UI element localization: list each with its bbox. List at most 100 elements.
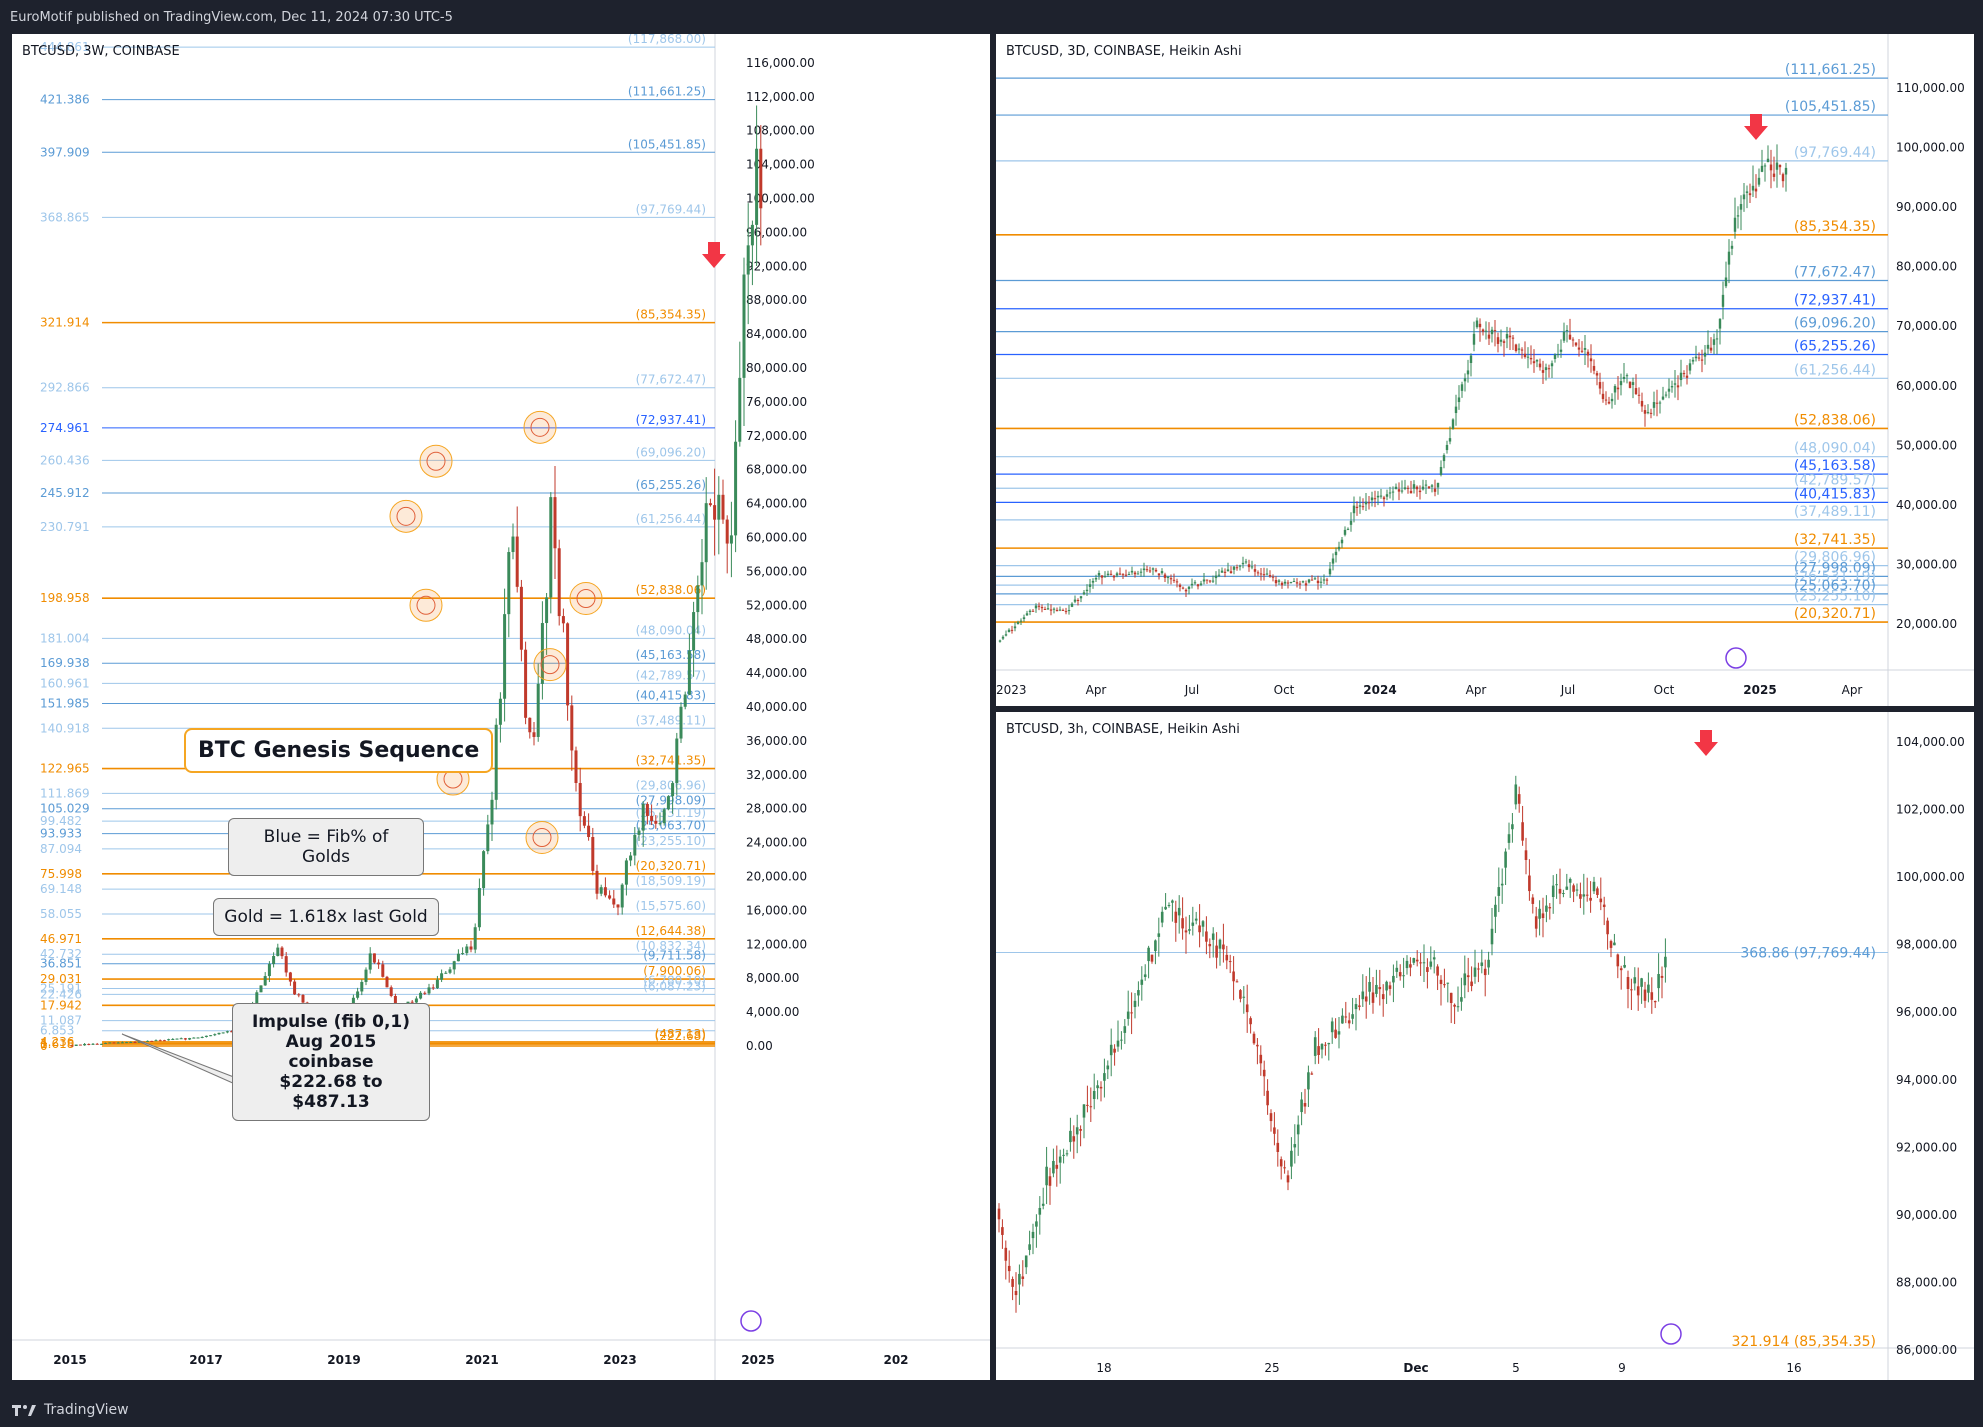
candle-body bbox=[1120, 1039, 1123, 1041]
candle-body bbox=[217, 1032, 221, 1035]
chart-panel-3w[interactable]: 444.861 (117,868.00) 421.386 (111,661.25) 39… bbox=[12, 34, 990, 1380]
candle-body bbox=[1580, 350, 1584, 352]
candle-body bbox=[1429, 961, 1433, 967]
candle-body bbox=[1766, 158, 1770, 163]
candle-body bbox=[1481, 329, 1485, 332]
candle-body bbox=[1238, 565, 1242, 567]
candle-body bbox=[1619, 968, 1623, 971]
footer-bar: TradingView bbox=[0, 1392, 1983, 1427]
candle-body bbox=[1334, 551, 1338, 556]
time-tick-label: 25 bbox=[1264, 1361, 1279, 1375]
candle-body bbox=[1514, 344, 1518, 352]
candle-body bbox=[645, 804, 649, 816]
candle-body bbox=[1609, 941, 1613, 948]
fib-level-price: (6,780.10) bbox=[643, 974, 706, 988]
candle-body bbox=[1136, 573, 1140, 575]
candle-body bbox=[587, 825, 591, 838]
candle-body bbox=[1082, 592, 1086, 595]
candle-body bbox=[99, 1043, 103, 1045]
pivot-highlight bbox=[389, 499, 423, 533]
candle-body bbox=[1703, 352, 1707, 357]
candle-body bbox=[1633, 977, 1637, 984]
candle-body bbox=[570, 705, 574, 751]
candle-body bbox=[440, 973, 444, 980]
candle-body bbox=[1249, 1018, 1252, 1025]
candle-body bbox=[507, 552, 511, 615]
candle-body bbox=[1490, 928, 1494, 945]
candle-body bbox=[1325, 579, 1329, 581]
candle-body bbox=[1628, 381, 1632, 388]
fib-level-price: (23,255.10) bbox=[1794, 589, 1876, 605]
fib-level-ratio: 368.865 bbox=[40, 210, 90, 224]
candle-body bbox=[1454, 406, 1458, 414]
fib-level-ratio: 421.386 bbox=[40, 93, 90, 107]
candle-body bbox=[1274, 580, 1278, 584]
time-tick-label: 202 bbox=[883, 1353, 908, 1367]
chart-3h-canvas[interactable]: 368.86 (97,769.44) 321.914 (85,354.35) 104… bbox=[996, 712, 1974, 1380]
candle-body bbox=[1062, 1154, 1065, 1156]
candle-body bbox=[137, 1041, 141, 1043]
fib-level-ratio: 4.236 bbox=[40, 1035, 74, 1049]
candle-body bbox=[1385, 981, 1388, 991]
candle-body bbox=[1685, 375, 1689, 378]
candle-body bbox=[1604, 399, 1608, 401]
candle-body bbox=[1745, 191, 1749, 193]
candle-body bbox=[1001, 1227, 1004, 1235]
candle-body bbox=[519, 586, 523, 650]
candle-body bbox=[112, 1042, 116, 1044]
chart-3d-canvas[interactable]: (111,661.25) (105,451.85) (97,769.44) (85,3… bbox=[996, 34, 1974, 706]
candle-body bbox=[1277, 580, 1281, 582]
candle-body bbox=[1073, 599, 1077, 602]
candle-body bbox=[1256, 1044, 1259, 1047]
candle-body bbox=[1623, 964, 1626, 968]
chart-3w-canvas[interactable]: 444.861 (117,868.00) 421.386 (111,661.25) 39… bbox=[12, 34, 990, 1380]
candle-body bbox=[1460, 997, 1463, 1002]
chart-panel-3d[interactable]: (111,661.25) (105,451.85) (97,769.44) (85,3… bbox=[996, 34, 1974, 706]
price-tick-label: 92,000.00 bbox=[1896, 1140, 1957, 1154]
candle-body bbox=[1262, 574, 1266, 576]
candle-body bbox=[452, 961, 456, 970]
candle-body bbox=[1562, 893, 1565, 895]
candle-body bbox=[742, 274, 746, 378]
candle-body bbox=[1072, 1136, 1076, 1142]
candle-body bbox=[1133, 572, 1137, 575]
candle-body bbox=[1193, 582, 1197, 584]
candle-body bbox=[1555, 884, 1558, 886]
candle-body bbox=[1397, 489, 1401, 492]
fib-level-price: (18,509.19) bbox=[636, 874, 706, 888]
candle-body bbox=[1096, 1085, 1099, 1089]
candle-body bbox=[1142, 568, 1146, 571]
chart-panel-3h[interactable]: 368.86 (97,769.44) 321.914 (85,354.35) 104… bbox=[996, 712, 1974, 1380]
candle-body bbox=[734, 441, 738, 536]
candle-body bbox=[629, 855, 633, 861]
candle-body bbox=[1517, 794, 1521, 804]
fib-level-ratio: 1 bbox=[40, 1036, 48, 1050]
candle-body bbox=[1055, 609, 1059, 612]
candle-body bbox=[372, 953, 376, 963]
candle-body bbox=[1385, 494, 1389, 497]
candle-body bbox=[1266, 1090, 1269, 1106]
fib-level-ratio: 181.004 bbox=[40, 631, 90, 645]
candle-body bbox=[1571, 339, 1575, 341]
candle-body bbox=[1103, 1073, 1106, 1081]
candle-body bbox=[1202, 579, 1206, 582]
candle-body bbox=[1480, 962, 1484, 966]
tradingview-logo[interactable]: TradingView bbox=[12, 1402, 129, 1418]
candle-body bbox=[1676, 385, 1680, 388]
candle-body bbox=[624, 860, 628, 885]
candle-body bbox=[1616, 387, 1620, 390]
fib-level-ratio: 87.094 bbox=[40, 842, 82, 856]
candle-body bbox=[654, 820, 658, 824]
time-tick-label: 2017 bbox=[189, 1353, 222, 1367]
time-tick-label: 2015 bbox=[53, 1353, 86, 1367]
candle-body bbox=[1739, 204, 1743, 210]
candle-body bbox=[1354, 1004, 1358, 1010]
publish-bar: EuroMotif published on TradingView.com, … bbox=[0, 0, 1983, 34]
candle-body bbox=[1303, 1103, 1307, 1107]
candle-body bbox=[204, 1035, 208, 1037]
candle-body bbox=[1290, 1150, 1293, 1167]
candle-body bbox=[175, 1038, 179, 1040]
candle-body bbox=[1524, 850, 1528, 860]
fib-level-ratio: 169.938 bbox=[40, 656, 90, 670]
candle-body bbox=[1052, 608, 1056, 610]
